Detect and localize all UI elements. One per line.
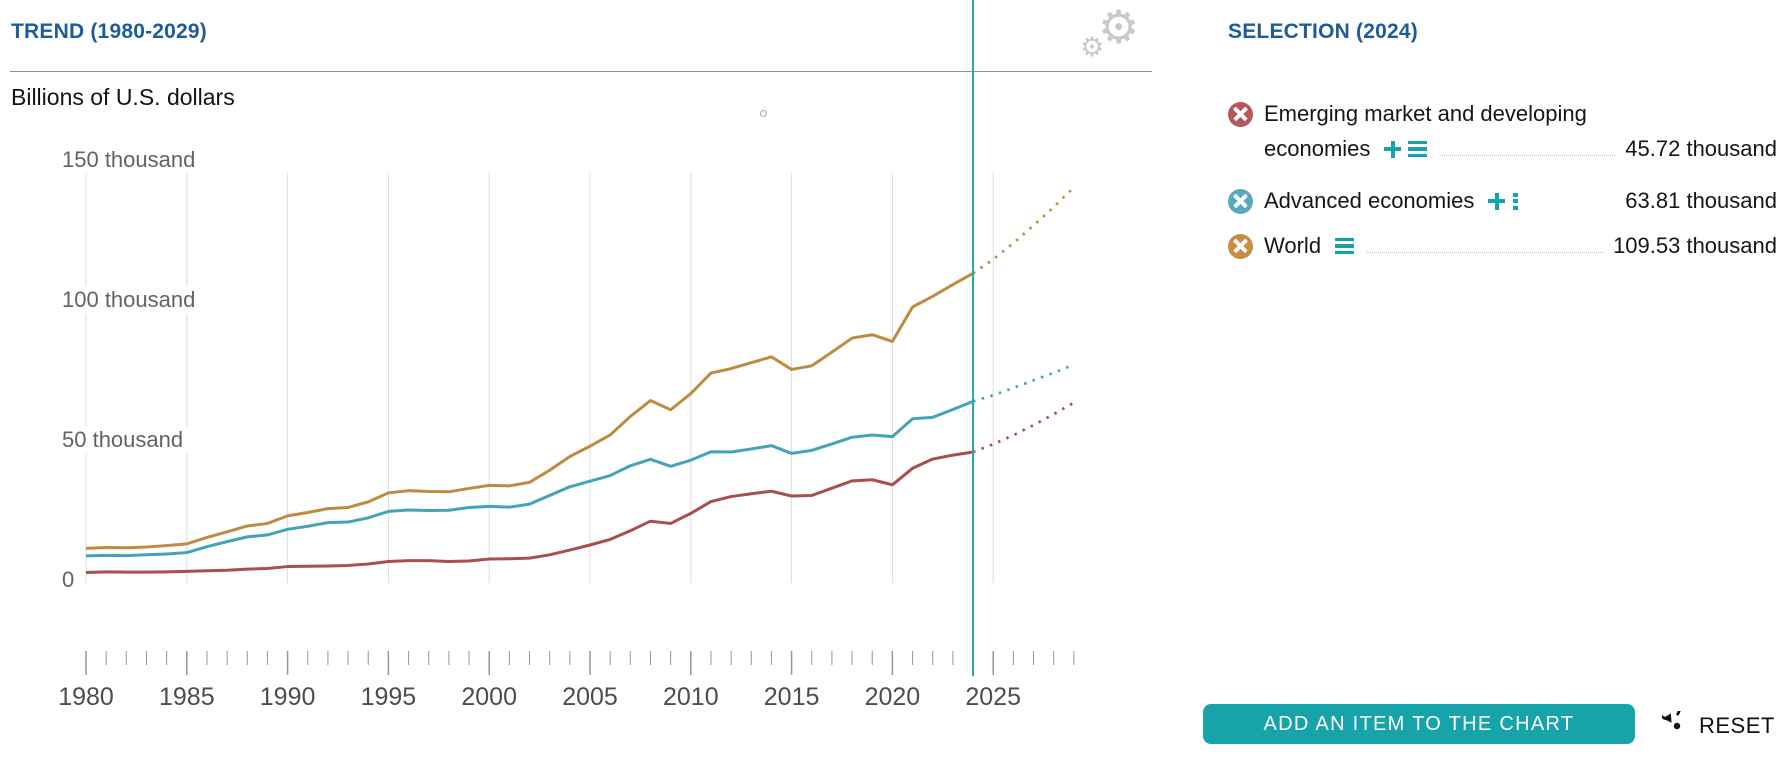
svg-text:1995: 1995 [361,683,417,711]
list-icon[interactable] [1335,237,1355,255]
reset-button[interactable]: RESET [1662,710,1775,742]
legend-label: Emerging market and developing [1264,101,1587,126]
remove-series-icon[interactable] [1228,101,1253,127]
chart-canvas[interactable]: 0 50 thousand 100 thousand 150 thousand 1980… [0,120,1180,720]
add-icon[interactable] [1488,192,1506,210]
svg-text:2010: 2010 [663,683,719,711]
svg-text:2005: 2005 [562,683,618,711]
svg-text:100 thousand: 100 thousand [62,287,195,312]
add-icon[interactable] [1384,140,1402,158]
svg-text:150 thousand: 150 thousand [62,147,195,172]
selection-year-line[interactable] [972,0,975,676]
remove-series-icon[interactable] [1228,188,1253,214]
svg-text:50 thousand: 50 thousand [62,427,183,452]
svg-text:2020: 2020 [865,683,921,711]
svg-text:2025: 2025 [965,683,1021,711]
dotted-leader [1367,251,1604,253]
add-item-button[interactable]: ADD AN ITEM TO THE CHART [1203,704,1635,744]
y-axis-unit-label: Billions of U.S. dollars [11,84,235,110]
selection-panel-title: SELECTION (2024) [1228,20,1418,43]
legend-value: 45.72 thousand [1625,136,1777,161]
svg-text:1980: 1980 [58,683,114,711]
legend-label: Advanced economies [1264,188,1475,213]
gear-icon: ⚙ [1098,0,1140,54]
legend-item-emerging: Emerging market and developing economies… [1228,96,1777,166]
reset-icon [1662,711,1681,730]
dotted-leader [1440,154,1616,156]
svg-text:2000: 2000 [461,683,517,711]
trend-panel-title: TREND (1980-2029) [11,20,207,43]
legend-label: economies [1264,136,1371,161]
svg-text:2015: 2015 [764,683,820,711]
trend-line-chart[interactable]: 0 50 thousand 100 thousand 150 thousand 1980… [0,120,1180,720]
gear-icon: ⚙ [1080,32,1105,63]
remove-series-icon[interactable] [1228,233,1253,259]
legend-label: World [1264,233,1322,258]
svg-text:1990: 1990 [260,683,316,711]
legend-item-advanced: Advanced economies 63.81 thousand [1228,183,1777,219]
legend-item-world: World 109.53 thousand [1228,228,1777,264]
menu-dots-icon[interactable] [1513,192,1519,210]
svg-text:1985: 1985 [159,683,215,711]
small-circle-marker [760,110,767,117]
legend-value: 63.81 thousand [1625,188,1777,213]
svg-text:0: 0 [62,567,74,592]
legend-value: 109.53 thousand [1613,233,1777,258]
list-icon[interactable] [1408,140,1428,158]
chart-settings-button[interactable]: ⚙ ⚙ [1080,4,1156,70]
header-divider [10,71,1152,72]
reset-label: RESET [1699,713,1775,738]
